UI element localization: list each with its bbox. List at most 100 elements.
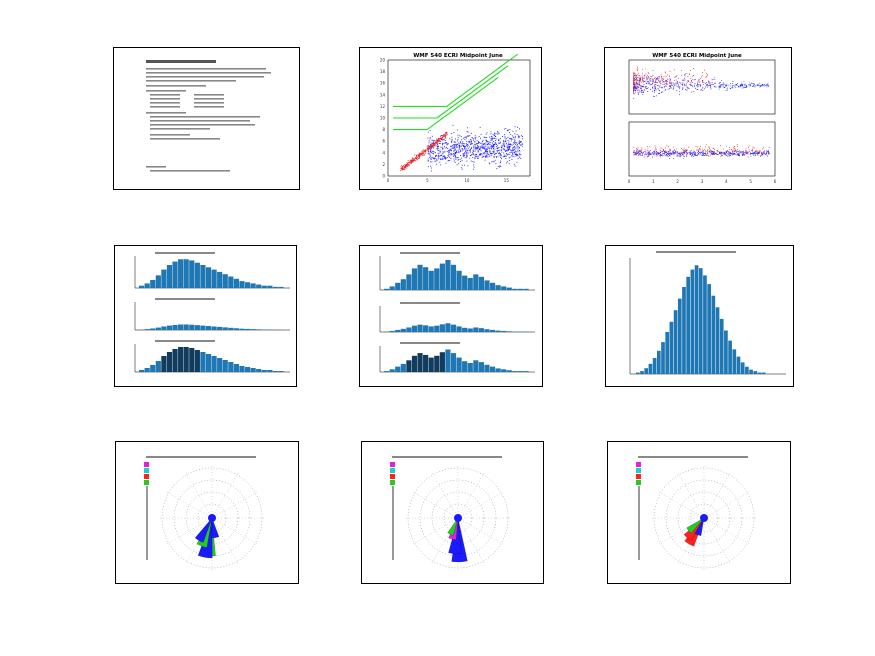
- scatter-point: [518, 136, 520, 138]
- scatter-point: [444, 133, 446, 135]
- scatter-point: [640, 78, 642, 80]
- scatter-point: [737, 155, 739, 156]
- scatter-point: [666, 154, 668, 156]
- scatter-point: [426, 149, 428, 151]
- scatter-point: [664, 71, 666, 73]
- scatter-point: [413, 159, 415, 160]
- scatter-point: [494, 159, 496, 161]
- scatter-point: [686, 151, 687, 153]
- histogram-bar: [389, 286, 395, 290]
- scatter-point: [705, 150, 706, 152]
- scatter-point: [658, 93, 660, 94]
- scatter-point: [691, 155, 692, 157]
- text-summary-thumbnail[interactable]: [113, 47, 300, 190]
- histogram-bar: [183, 324, 189, 330]
- summary-text-line: [150, 106, 180, 108]
- scatter-point: [644, 80, 646, 82]
- scatter-point: [505, 139, 507, 141]
- scatter-point: [482, 156, 484, 158]
- scatter-point: [753, 84, 755, 86]
- scatter-point: [702, 152, 704, 153]
- scatter-point: [741, 151, 743, 153]
- scatter-point: [485, 155, 487, 157]
- scatter-point: [759, 151, 761, 153]
- scatter-point: [644, 150, 646, 152]
- scatter-point: [665, 151, 667, 153]
- scatter-point: [636, 152, 638, 153]
- rose-thumbnail-1[interactable]: [115, 441, 299, 584]
- scatter-point: [669, 88, 670, 89]
- scatter-point: [441, 135, 443, 136]
- scatter-point: [481, 142, 483, 144]
- scatter-point: [476, 156, 478, 158]
- scatter-point: [446, 147, 447, 149]
- scatter-point: [488, 141, 490, 143]
- scatter-point: [520, 145, 522, 146]
- scatter-point: [452, 148, 454, 149]
- scatter-point: [721, 152, 722, 154]
- scatter-thumbnail-1[interactable]: WMF 540 ECRI Midpoint June 0 2 4 6 8 10 12 14 16 1…: [359, 47, 542, 190]
- scatter-point: [743, 154, 744, 156]
- scatter-point: [443, 155, 445, 157]
- scatter-point: [708, 81, 709, 83]
- scatter-point: [641, 149, 643, 151]
- scatter-point: [690, 150, 691, 152]
- histogram-thumbnail-2[interactable]: [359, 245, 543, 387]
- rose-ring: [665, 479, 743, 557]
- histogram-bar: [462, 275, 468, 290]
- histogram-bar: [506, 370, 512, 372]
- scatter-point: [752, 146, 754, 148]
- scatter-point: [462, 149, 464, 151]
- scatter-point: [725, 152, 727, 153]
- scatter-thumbnail-2[interactable]: WMF 540 ECRI Midpoint June 0 1 2 3 4 5 6: [604, 47, 792, 190]
- histogram-bar: [456, 326, 462, 332]
- scatter-point: [469, 149, 471, 151]
- scatter-point: [695, 87, 697, 89]
- scatter-point: [471, 154, 473, 156]
- scatter-point: [469, 135, 471, 137]
- thumbnail-svg: [379, 252, 535, 373]
- scatter-point: [419, 156, 421, 158]
- scatter-point: [751, 153, 753, 155]
- scatter-point: [668, 152, 670, 154]
- summary-text-line: [146, 76, 264, 78]
- scatter-point: [745, 148, 747, 150]
- histogram-thumbnail-3[interactable]: [605, 245, 794, 387]
- scatter-point: [436, 142, 438, 144]
- rose-thumbnail-3[interactable]: [607, 441, 791, 584]
- scatter-point: [637, 152, 639, 154]
- scatter-point: [452, 146, 454, 148]
- scatter-point: [499, 153, 501, 155]
- scatter-point: [448, 153, 450, 155]
- rose-thumbnail-2[interactable]: [361, 441, 544, 584]
- scatter-point: [709, 84, 711, 86]
- scatter-point: [493, 146, 495, 148]
- legend-swatch: [636, 480, 641, 485]
- scatter-point: [764, 153, 766, 154]
- scatter-point: [500, 160, 502, 162]
- scatter-point: [730, 152, 732, 154]
- scatter-point: [660, 86, 662, 88]
- scatter-point: [511, 151, 513, 153]
- histogram-thumbnail-1[interactable]: [114, 245, 297, 387]
- scatter-point: [653, 151, 655, 153]
- scatter-point: [739, 85, 741, 87]
- scatter-point: [447, 155, 449, 157]
- scatter-point: [474, 146, 476, 148]
- scatter-point: [751, 82, 753, 84]
- scatter-point: [661, 91, 663, 93]
- x-tick-label: 0: [628, 179, 631, 184]
- scatter-point: [463, 144, 465, 146]
- scatter-point: [438, 138, 440, 139]
- scatter-point: [456, 157, 458, 159]
- scatter-point: [467, 135, 469, 137]
- scatter-point: [414, 154, 416, 156]
- scatter-point: [488, 143, 490, 144]
- scatter-point: [454, 156, 456, 158]
- scatter-point: [662, 154, 664, 156]
- histogram-bar: [139, 285, 145, 288]
- scatter-point: [464, 136, 466, 138]
- scatter-point: [752, 86, 754, 87]
- rose-center: [208, 514, 216, 522]
- scatter-point: [473, 157, 475, 159]
